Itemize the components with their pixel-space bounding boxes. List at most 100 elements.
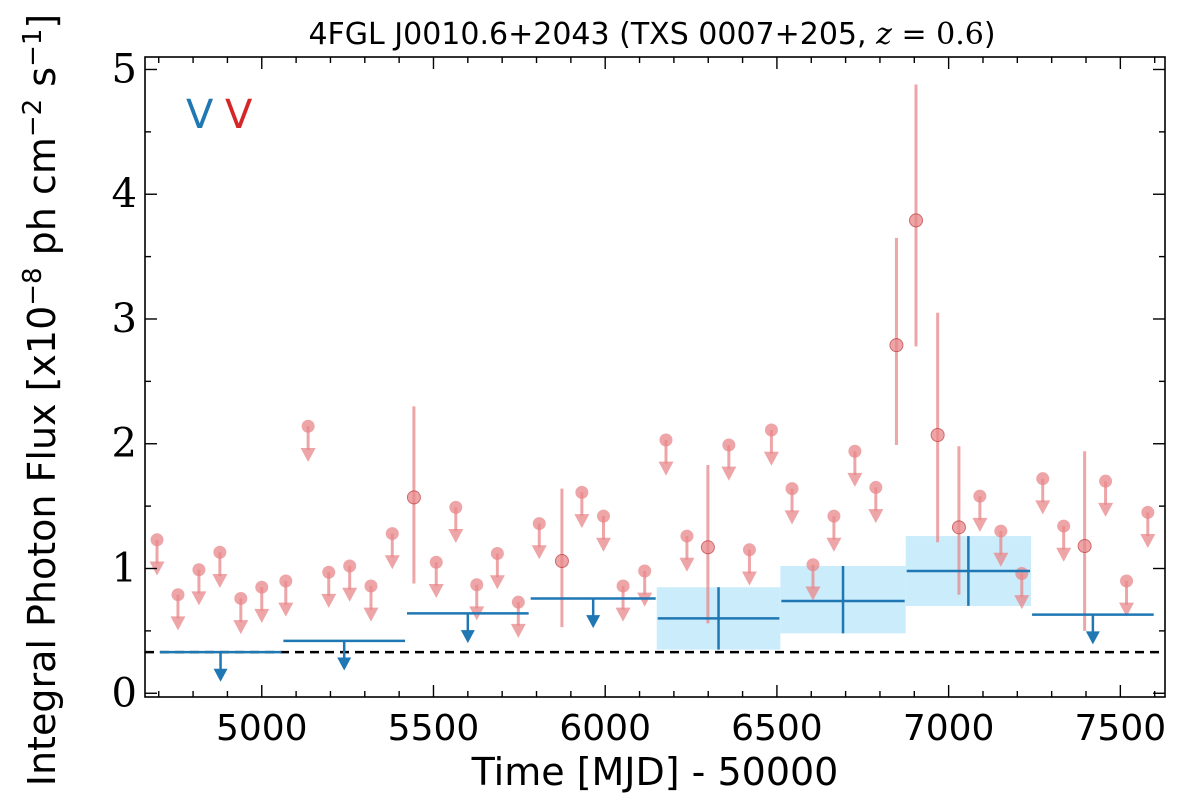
- fine-bin-point: [234, 591, 248, 605]
- upper-limit-arrow-head: [191, 591, 207, 606]
- fine-bin-point: [680, 529, 694, 543]
- plot-area: [145, 84, 1165, 682]
- coarse-upper-limit-head: [213, 668, 228, 682]
- fine-bin-point: [909, 213, 924, 228]
- upper-limit-arrow-head: [1014, 595, 1030, 610]
- upper-limit-arrow-head: [489, 575, 505, 590]
- axes-frame: [144, 56, 1166, 698]
- upper-limit-arrow-head: [384, 555, 400, 570]
- coarse-upper-limit-head: [586, 615, 601, 629]
- coarse-upper-limit-head: [1085, 631, 1100, 645]
- fine-bin-point: [279, 574, 293, 588]
- fine-bin-point: [742, 543, 756, 557]
- upper-limit-arrow-head: [448, 529, 464, 544]
- fine-bin-point: [1141, 505, 1155, 519]
- upper-limit-arrow-head: [254, 608, 270, 623]
- y-tick-label: 3: [112, 296, 137, 342]
- fine-series-marker: V: [225, 92, 253, 138]
- x-tick-label: 5500: [388, 708, 480, 749]
- fine-bin-point: [449, 500, 463, 514]
- fine-bin-point: [406, 490, 421, 505]
- x-axis-label: Time [MJD] - 50000: [471, 750, 839, 794]
- fine-bin-point: [429, 555, 443, 569]
- chart-title: 4FGL J0010.6+2043 (TXS 0007+205, z = 0.6…: [308, 17, 995, 52]
- fine-bin-point: [785, 482, 799, 496]
- fine-bin-point: [764, 423, 778, 437]
- fine-bin-point: [150, 533, 164, 547]
- upper-limit-arrow-head: [1140, 534, 1156, 549]
- fine-bin-point: [616, 579, 630, 593]
- upper-limit-arrow-head: [363, 607, 379, 622]
- fine-bin-point: [848, 444, 862, 458]
- upper-limit-arrow-head: [531, 545, 547, 560]
- upper-limit-arrow-head: [300, 447, 316, 462]
- upper-limit-arrow-head: [972, 517, 988, 532]
- fine-bin-point: [638, 564, 652, 578]
- axes: 5000 5500 6000 6500 7000 7500 0 1 2 3 4 5: [112, 46, 1167, 749]
- upper-limit-arrow-head: [679, 557, 695, 572]
- fine-bin-point: [511, 595, 525, 609]
- upper-limit-arrow-head: [233, 620, 249, 635]
- upper-limit-arrow-head: [805, 586, 821, 601]
- y-tick-label: 4: [112, 171, 137, 217]
- upper-limit-arrow-head: [868, 509, 884, 524]
- upper-limit-arrow-head: [826, 537, 842, 552]
- upper-limit-arrow-head: [658, 461, 674, 476]
- upper-limit-arrow-head: [784, 510, 800, 525]
- fine-bin-point: [385, 527, 399, 541]
- upper-limit-arrow-head: [1035, 500, 1051, 515]
- fine-bin-point: [1057, 519, 1071, 533]
- x-tick-label: 7000: [903, 708, 995, 749]
- fine-bin-point: [213, 545, 227, 559]
- fine-bin-point: [1120, 574, 1134, 588]
- coarse-upper-limit-head: [460, 630, 475, 644]
- fine-bin-point: [1077, 539, 1092, 554]
- fine-bin-point: [470, 578, 484, 592]
- fine-bin-point: [806, 558, 820, 572]
- fine-bin-point: [490, 547, 504, 561]
- upper-limit-arrow-head: [763, 451, 779, 466]
- fine-bin-point: [889, 338, 904, 353]
- upper-limit-arrow-head: [595, 537, 611, 552]
- y-tick-label: 2: [112, 421, 137, 467]
- fine-bin-point: [973, 489, 987, 503]
- fine-bin-point: [596, 509, 610, 523]
- fine-bin-point: [343, 559, 357, 573]
- fine-bin-point: [192, 563, 206, 577]
- x-tick-label: 6500: [731, 708, 823, 749]
- fine-bin-point: [575, 485, 589, 499]
- y-tick-label: 0: [112, 670, 137, 716]
- y-tick-label: 1: [112, 546, 137, 592]
- fine-bin-point: [554, 554, 569, 569]
- fine-bin-point: [322, 565, 336, 579]
- upper-limit-arrow-head: [615, 607, 631, 622]
- y-axis-label: Integral Photon Flux [x10−8 ph cm−2 s−1]: [18, 14, 64, 787]
- upper-limit-arrow-head: [1119, 602, 1135, 617]
- fine-bin-point: [722, 438, 736, 452]
- coarse-series-marker: V: [186, 92, 214, 138]
- upper-limit-arrow-head: [1098, 502, 1114, 517]
- fine-bin-point: [171, 588, 185, 602]
- fine-bin-point: [994, 524, 1008, 538]
- upper-limit-arrow-head: [170, 616, 186, 631]
- upper-limit-arrow-head: [741, 571, 757, 586]
- upper-limit-arrow-head: [321, 593, 337, 608]
- upper-limit-arrow-head: [212, 573, 228, 588]
- fine-bin-point: [659, 433, 673, 447]
- upper-limit-arrow-head: [342, 587, 358, 602]
- upper-limit-arrow-head: [847, 472, 863, 487]
- upper-limit-arrow-head: [278, 602, 294, 617]
- upper-limit-arrow-head: [574, 514, 590, 529]
- fine-bin-point: [827, 509, 841, 523]
- upper-limit-arrow-head: [1056, 547, 1072, 562]
- x-tick-label: 5000: [216, 708, 308, 749]
- fine-bin-point: [532, 517, 546, 531]
- x-tick-label: 6000: [559, 708, 651, 749]
- upper-limit-arrow-head: [721, 466, 737, 481]
- fine-bin-point: [255, 580, 269, 594]
- upper-limit-arrow-head: [993, 552, 1009, 567]
- fine-bin-point: [700, 540, 715, 555]
- fine-bin-point: [364, 579, 378, 593]
- fine-bin-point: [869, 480, 883, 494]
